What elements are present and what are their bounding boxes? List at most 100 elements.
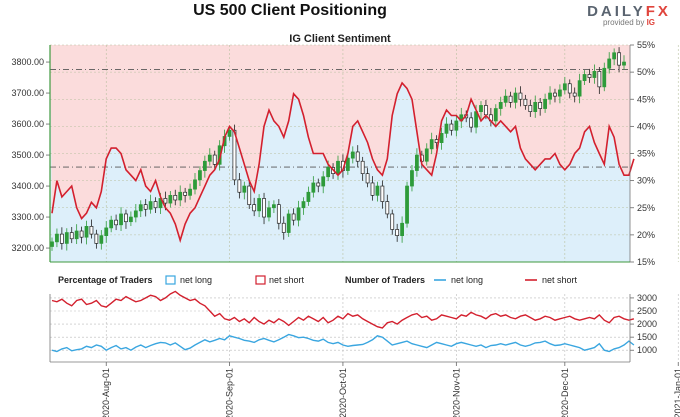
left-axis-tick-label: 3600.00: [11, 119, 44, 129]
right-axis-tick-label: 50%: [637, 67, 655, 77]
candle-body: [193, 179, 197, 190]
candle-body: [281, 222, 286, 233]
candle-body: [178, 191, 183, 201]
candle-body: [572, 92, 577, 97]
candle-body: [587, 74, 592, 78]
left-axis-tick-label: 3400.00: [11, 181, 44, 191]
logo-word-a: DAILY: [587, 3, 646, 20]
candle-body: [375, 185, 380, 196]
candle-body: [469, 117, 474, 128]
x-axis-tick-label: 2021-Jan-01: [673, 368, 680, 417]
candle-body: [89, 226, 94, 235]
candle-body: [202, 160, 207, 171]
candle-body: [424, 148, 429, 162]
candle-body: [296, 207, 301, 221]
candle-body: [395, 229, 400, 236]
right-axis-tick-label: 25%: [637, 203, 655, 213]
candle-body: [543, 98, 547, 109]
candle-body: [59, 233, 64, 244]
candle-body: [365, 173, 370, 184]
candle-body: [129, 216, 133, 223]
left-axis-tick-label: 3800.00: [11, 57, 44, 67]
candle-body: [64, 232, 69, 244]
candle-body: [558, 89, 562, 97]
logo-word-b: FX: [645, 3, 671, 20]
left-axis-tick-label: 3300.00: [11, 212, 44, 222]
candle-body: [350, 151, 355, 159]
candle-body: [94, 233, 99, 244]
candle-body: [385, 201, 390, 215]
candle-body: [567, 83, 572, 94]
candle-body: [257, 198, 261, 212]
candle-body: [607, 58, 612, 69]
legend-pct-net-long-swatch: [165, 275, 176, 285]
candle-body: [163, 198, 168, 204]
candle-body: [484, 105, 488, 116]
candle-body: [267, 207, 271, 218]
candle-body: [321, 176, 326, 187]
right-axis-tick-label: 20%: [637, 230, 655, 240]
candle-body: [562, 83, 567, 91]
page-title: US 500 Client Positioning: [193, 2, 387, 19]
bottom-axis-tick-label: 2500: [637, 306, 657, 316]
candle-body: [518, 92, 523, 100]
candle-body: [198, 170, 202, 181]
legend-pct-net-short-swatch: [255, 275, 266, 285]
right-axis-tick-label: 55%: [637, 40, 655, 50]
right-axis-tick-label: 40%: [637, 121, 655, 131]
candle-body: [104, 227, 109, 236]
bottom-axis-tick-label: 2000: [637, 319, 657, 329]
candle-body: [582, 74, 587, 81]
candle-body: [99, 235, 104, 244]
candle-body: [415, 154, 419, 171]
x-axis-tick-label: 2020-Nov-01: [451, 368, 461, 417]
right-axis-tick-label: 35%: [637, 149, 655, 159]
logo-wordmark: DAILYFX: [584, 3, 674, 20]
legend-num-net-long-label: net long: [451, 275, 483, 285]
candle-body: [124, 213, 128, 223]
candle-body: [247, 185, 252, 206]
candle-body: [410, 170, 414, 187]
right-axis-tick-label: 15%: [637, 257, 655, 267]
candle-body: [622, 61, 626, 66]
candle-body: [345, 157, 350, 171]
dailyfx-logo: DAILYFX provided by IG: [584, 3, 674, 27]
sentiment-line: [51, 81, 635, 244]
candle-body: [143, 204, 148, 210]
candle-body: [252, 204, 257, 212]
candle-body: [276, 204, 281, 224]
candle-body: [291, 213, 296, 221]
candle-body: [597, 70, 602, 88]
x-axis-tick-label: 2020-Aug-01: [101, 368, 111, 417]
candle-body: [207, 154, 212, 162]
candle-body: [444, 123, 449, 134]
candle-body: [538, 101, 543, 109]
candle-body: [553, 92, 557, 97]
sentiment-net-short-area: [50, 45, 634, 241]
candle-body: [138, 204, 143, 212]
candle-body: [439, 133, 444, 144]
bottom-axis-tick-label: 1500: [637, 332, 657, 342]
candle-body: [212, 154, 217, 165]
candle-body: [548, 92, 552, 100]
candle-body: [405, 185, 409, 224]
candle-body: [454, 120, 459, 131]
legend-percentage-heading: Percentage of Traders: [58, 275, 153, 285]
bottom-axis-tick-label: 1000: [637, 345, 657, 355]
x-axis-tick-label: 2020-Oct-01: [338, 368, 348, 417]
candle-body: [311, 182, 316, 193]
candle-body: [227, 129, 232, 137]
candle-body: [173, 195, 178, 201]
candle-body: [528, 105, 533, 112]
candle-body: [69, 232, 74, 240]
candle-body: [79, 230, 84, 238]
candle-body: [493, 108, 498, 122]
candle-body: [153, 201, 158, 209]
legend-pct-net-long-label: net long: [180, 275, 212, 285]
candle-body: [109, 219, 114, 229]
candle-body: [400, 222, 404, 236]
candle-body: [242, 185, 247, 193]
logo-sub-a: provided by: [602, 18, 645, 27]
candle-body: [119, 213, 123, 226]
